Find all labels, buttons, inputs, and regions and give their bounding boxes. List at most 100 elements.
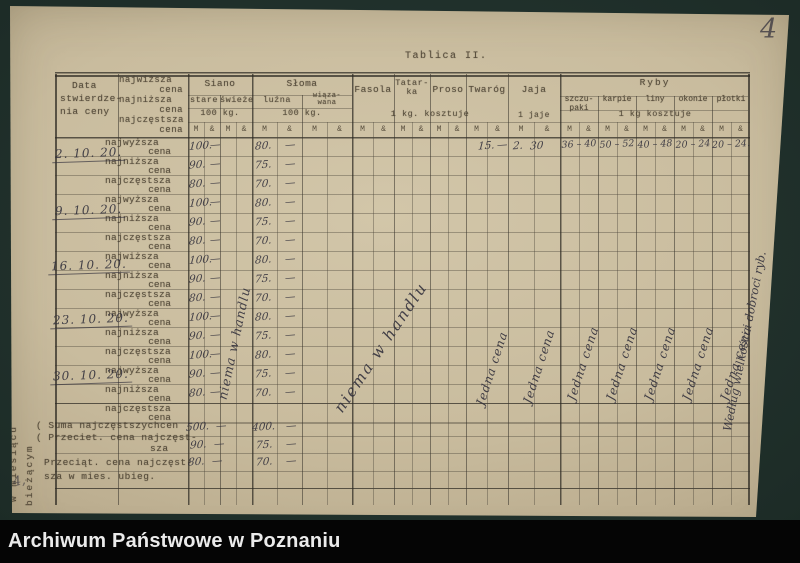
header-proso: Proso — [432, 84, 464, 95]
row-label: najczęstsza — [105, 232, 172, 243]
sloma-luzna-value: 75. — [254, 329, 273, 343]
header-sloma-luzna: luźna — [262, 95, 291, 105]
fenig-symbol: & — [209, 124, 215, 134]
header-jaja-unit: 1 jaje — [518, 111, 550, 120]
header-fish-okonie: okonie — [678, 95, 708, 104]
summary-ubieg-sloma: 70. — [255, 455, 274, 469]
siano-stare-value: 80. — [188, 234, 207, 248]
margin-note-w-miesiacu: w miesiącu — [8, 424, 19, 502]
table-row: najniższa cena 80. — 70. — — [55, 384, 750, 404]
table-row: najniższa cena 90. — 75. — — [55, 270, 750, 290]
table-row: najwyższa cena 90. — 75. — — [55, 365, 750, 385]
table-row: najczęstsza cena 80. — 70. — — [55, 232, 750, 252]
mark-symbol: M — [193, 124, 199, 134]
sloma-luzna-value: 80. — [254, 253, 273, 267]
header-siano: Siano — [204, 78, 236, 89]
date-entry: 30. 10. 20. — [49, 366, 133, 386]
summary-dash: — — [285, 419, 297, 433]
sloma-luzna-value: 70. — [254, 234, 273, 248]
margin-note-biezacym: bieżącym — [24, 444, 35, 506]
sloma-luzna-value: 80. — [254, 348, 273, 362]
summary-ubieg-label2: sza w mies. ubieg. — [44, 471, 156, 482]
table-row: najwiższa cena 100. — 80. — — [55, 251, 750, 271]
row-label: najwyższa — [105, 194, 160, 205]
siano-stare-value: 80. — [188, 177, 207, 191]
date-entry: 9. 10. 20. — [51, 201, 126, 221]
header-siano-swieze: świeże — [220, 95, 254, 105]
siano-stare-value: 90. — [188, 272, 207, 286]
row-label-cena: cena — [148, 317, 171, 328]
archive-caption-bar: Archiwum Państwowe w Poznaniu — [0, 520, 800, 563]
table-grid — [55, 72, 750, 505]
sloma-luzna-value: 70. — [254, 177, 273, 191]
row-label: najniższa — [105, 156, 160, 167]
sloma-dash: — — [284, 176, 296, 190]
summary-dash: — — [213, 437, 225, 451]
header-sloma-wiazana: wiąza- wana — [312, 92, 342, 107]
summary-przecietna-label: ( Przeciet. cena najczęst- — [36, 432, 198, 443]
date-entry: 23. 10. 20. — [49, 310, 133, 330]
sloma-dash: — — [284, 233, 296, 247]
header-jaja: Jaja — [521, 84, 547, 95]
table-row: najczęstsza cena — [55, 403, 750, 423]
fish-price-range: 40 – 48 — [637, 138, 673, 151]
siano-dash: — — [209, 138, 221, 152]
row-label-cena: cena — [148, 260, 171, 271]
paper-edge-fragment — [0, 52, 6, 66]
summary-ubieg-siano: 80. — [187, 455, 206, 469]
header-currency-row: M & M & M & M & M & M & M & M & M & M & M & M & M & M… — [193, 124, 743, 134]
row-label-cena: cena — [148, 298, 171, 309]
sloma-luzna-value: 75. — [254, 215, 273, 229]
sloma-dash: — — [284, 157, 296, 171]
date-entry: 16. 10. 20. — [47, 256, 131, 276]
row-label-cena: cena — [148, 374, 171, 385]
header-date-line: stwierdze- — [60, 93, 123, 104]
siano-stare-value: 90. — [188, 329, 207, 343]
row-label: najwyższa — [105, 365, 160, 376]
summary-przecietna-siano: 90. — [189, 438, 208, 452]
header-date-column: Data stwierdze- nia ceny — [60, 79, 124, 118]
twarog-dash: — — [496, 138, 508, 152]
sloma-dash: — — [284, 366, 296, 380]
jaja-value-marki: 2. — [512, 139, 524, 153]
siano-stare-value: 90. — [188, 158, 207, 172]
sloma-dash: — — [284, 290, 296, 304]
row-label-cena: cena — [148, 393, 171, 404]
header-fish-liny: liny — [645, 95, 665, 104]
sloma-dash: — — [284, 347, 296, 361]
table-row: najniższa cena 90. — 75. — — [55, 213, 750, 233]
row-label: najczęstsza — [105, 175, 172, 186]
row-label-cena: cena — [148, 355, 171, 366]
row-label-cena: cena — [148, 336, 171, 347]
fish-price-range: 20 – 24. — [711, 138, 751, 151]
table-row: najniższa cena 90. — 75. — — [55, 156, 750, 176]
row-label-cena: cena — [148, 146, 171, 157]
row-label: najniższa — [105, 270, 160, 281]
siano-dash: — — [209, 214, 221, 228]
sloma-luzna-value: 75. — [254, 272, 273, 286]
row-label: najwiższa — [105, 251, 160, 262]
siano-dash: — — [209, 309, 221, 323]
sloma-luzna-value: 80. — [254, 139, 273, 153]
sloma-luzna-value: 70. — [254, 386, 273, 400]
row-label: najczęstsza — [105, 289, 172, 300]
paper-edge-fragment — [0, 232, 5, 250]
sloma-dash: — — [284, 214, 296, 228]
siano-dash: — — [209, 233, 221, 247]
row-label: najniższa — [105, 327, 160, 338]
summary-dash: — — [285, 454, 297, 468]
header-date-line: Data — [72, 80, 97, 91]
table-row: najczęstsza cena 80. — 70. — — [55, 175, 750, 195]
header-twarog: Twaróg — [468, 84, 506, 95]
table-row: najwyższa cena 100. — 80. — — [55, 308, 750, 328]
archive-name: Archiwum Państwowe w Poznaniu — [8, 530, 341, 552]
siano-dash: — — [209, 271, 221, 285]
summary-przecietna-label2: sza — [150, 443, 169, 454]
siano-dash: — — [209, 290, 221, 304]
sloma-dash: — — [284, 328, 296, 342]
fish-price-ranges: 36 – 40 50 – 52 40 – 48 20 – 24 20 – 24. — [560, 138, 751, 151]
row-label-cena: cena — [148, 279, 171, 290]
siano-dash: — — [209, 176, 221, 190]
sloma-dash: — — [284, 138, 296, 152]
